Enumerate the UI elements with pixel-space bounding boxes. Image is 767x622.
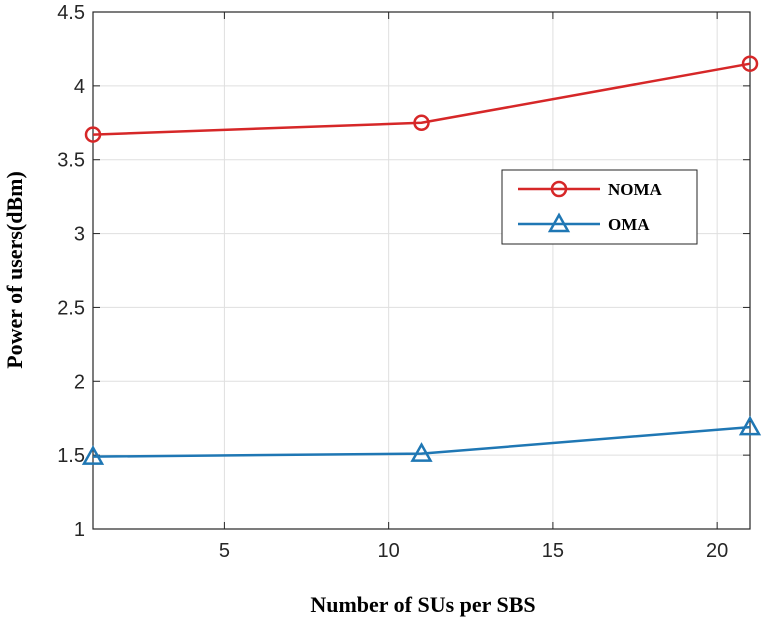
data-point-oma (81, 445, 105, 465)
legend-marker-noma (550, 180, 568, 198)
y-tick-label: 2.5 (57, 297, 85, 319)
legend-box (501, 169, 698, 245)
y-tick-label: 3.5 (57, 150, 85, 172)
data-point-noma (741, 55, 759, 72)
y-axis-label: Power of users(dBm) (2, 171, 27, 369)
y-tick-label: 1.5 (57, 445, 85, 467)
legend: NOMA OMA (501, 169, 698, 245)
x-tick-label: 5 (219, 540, 230, 562)
data-point-noma (413, 114, 430, 132)
x-tick-label: 10 (378, 540, 400, 562)
data-point-oma (410, 442, 433, 462)
y-tick-label: 4.5 (57, 2, 85, 24)
legend-label-oma: OMA (608, 215, 650, 234)
x-axis-label: Number of SUs per SBS (310, 592, 535, 617)
y-tick-label: 2 (74, 371, 85, 393)
series-layer (81, 55, 762, 465)
series-line-oma (92, 425, 751, 458)
axis-ticks: 5 10 15 20 1 1.5 2 2.5 3 3.5 4 4.5 (57, 2, 750, 562)
data-point-oma (738, 415, 762, 436)
legend-label-noma: NOMA (608, 180, 663, 199)
x-tick-label: 20 (706, 540, 728, 562)
series-line-noma (92, 62, 751, 136)
data-point-noma (84, 126, 102, 143)
grid (93, 11, 750, 530)
y-tick-label: 4 (74, 76, 85, 98)
x-tick-label: 15 (542, 540, 564, 562)
plot-area-frame (92, 11, 751, 530)
legend-marker-oma (547, 212, 571, 233)
y-tick-label: 3 (74, 224, 85, 246)
y-tick-label: 1 (74, 519, 85, 541)
